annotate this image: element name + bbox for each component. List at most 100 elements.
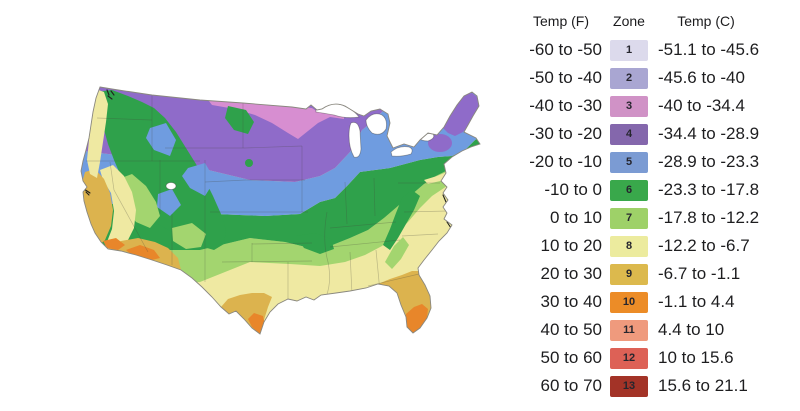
us-outline	[80, 86, 481, 335]
legend-row: -60 to -50 1 -51.1 to -45.6	[520, 36, 759, 64]
adirondack-purple-patch	[428, 134, 452, 152]
legend-row: -40 to -30 3 -40 to -34.4	[520, 92, 759, 120]
zone-swatch: 13	[610, 375, 648, 397]
zone-swatch: 3	[610, 95, 648, 117]
zone-number: 12	[622, 351, 636, 364]
nw-coast-yellow	[87, 88, 108, 178]
zone-swatch: 8	[610, 235, 648, 257]
zone-swatch: 10	[610, 291, 648, 313]
sfl-orange	[406, 304, 428, 333]
temp-c-range: 4.4 to 10	[658, 320, 725, 339]
zone-swatch: 1	[610, 39, 648, 61]
zone-number: 6	[625, 183, 633, 196]
rockies-blue-1	[146, 123, 176, 156]
temp-c-range: -34.4 to -28.9	[658, 124, 760, 143]
legend-row: -50 to -40 2 -45.6 to -40	[520, 64, 759, 92]
zone-swatch: 7	[610, 207, 648, 229]
legend-row: 20 to 30 9 -6.7 to -1.1	[520, 260, 759, 288]
zone-number: 8	[625, 239, 633, 252]
ca-yellow-ring	[100, 165, 136, 252]
temp-c-range: -45.6 to -40	[658, 68, 745, 87]
temp-c-range: -6.7 to -1.1	[658, 264, 741, 283]
lake-huron	[365, 113, 387, 135]
ca-gold	[81, 169, 113, 247]
maine-purple-patch	[443, 93, 479, 136]
state-borders	[86, 95, 449, 300]
temp-c-range: -40 to -34.4	[658, 96, 745, 115]
header-temp-f: Temp (F)	[533, 13, 589, 29]
zone-number: 4	[625, 127, 633, 140]
legend-row: 10 to 20 8 -12.2 to -6.7	[520, 232, 759, 260]
legend-row: -10 to 0 6 -23.3 to -17.8	[520, 176, 759, 204]
temp-f-range: 0 to 10	[550, 208, 602, 227]
zone-number: 7	[625, 211, 633, 224]
temp-c-range: -1.1 to 4.4	[658, 292, 735, 311]
zone3-strip	[205, 96, 344, 139]
temp-c-range: -23.3 to -17.8	[658, 180, 760, 199]
temp-f-range: -50 to -40	[529, 68, 602, 87]
zone-number: 1	[625, 43, 633, 56]
rockies-blue-2	[182, 163, 215, 196]
zone-swatch: 5	[610, 151, 648, 173]
zone-number: 11	[623, 323, 635, 336]
ozark-green-dip	[296, 233, 334, 254]
legend-row: -30 to -20 4 -34.4 to -28.9	[520, 120, 759, 148]
montana-green-blob	[225, 106, 254, 134]
temp-f-range: -40 to -30	[529, 96, 602, 115]
zone-swatch: 12	[610, 347, 648, 369]
rockies-blue-3	[157, 189, 181, 216]
zone-number: 2	[625, 71, 633, 84]
az-orange	[126, 245, 160, 261]
temp-f-range: -30 to -20	[529, 124, 602, 143]
zone7-band	[81, 148, 480, 285]
zone-number: 3	[625, 99, 633, 112]
legend-row: 30 to 40 10 -1.1 to 4.4	[520, 288, 759, 316]
us-hardiness-zone-map	[80, 86, 481, 335]
temp-f-range: 30 to 40	[540, 292, 602, 311]
legend-row: 50 to 60 12 10 to 15.6	[520, 344, 759, 372]
temp-c-range: -28.9 to -23.3	[658, 152, 760, 171]
temp-f-range: 50 to 60	[540, 348, 602, 367]
zone-number: 13	[622, 379, 636, 392]
zone-swatch: 4	[610, 123, 648, 145]
legend-header: Temp (F) Zone Temp (C)	[520, 6, 759, 36]
legend: Temp (F) Zone Temp (C) -60 to -50 1 -51.…	[520, 6, 759, 400]
temp-c-range: 15.6 to 21.1	[658, 376, 748, 395]
legend-row: 60 to 70 13 15.6 to 21.1	[520, 372, 759, 400]
socal-orange	[103, 238, 125, 250]
temp-c-range: 10 to 15.6	[658, 348, 734, 367]
zone-number: 9	[625, 267, 633, 280]
zone-swatch: 9	[610, 263, 648, 285]
temp-c-range: -51.1 to -45.6	[658, 40, 760, 59]
appalachian-green-tongue	[383, 190, 420, 250]
great-salt-lake	[165, 182, 177, 190]
legend-row: 0 to 10 7 -17.8 to -12.2	[520, 204, 759, 232]
basin-ltgreen-2	[172, 223, 206, 249]
temp-f-range: -60 to -50	[529, 40, 602, 59]
temp-f-range: 10 to 20	[540, 236, 602, 255]
temp-f-range: -10 to 0	[544, 180, 602, 199]
west-green-mass	[96, 90, 226, 250]
zone-swatch: 11	[610, 319, 648, 341]
temp-f-range: 60 to 70	[540, 376, 602, 395]
map-svg	[80, 86, 481, 335]
legend-row: 40 to 50 11 4.4 to 10	[520, 316, 759, 344]
zone-swatch: 6	[610, 179, 648, 201]
temp-f-range: 40 to 50	[540, 320, 602, 339]
black-hills-green	[245, 159, 253, 167]
zone-number: 5	[625, 155, 633, 168]
header-temp-c: Temp (C)	[677, 13, 735, 29]
temp-c-range: -17.8 to -12.2	[658, 208, 760, 227]
great-lakes	[165, 102, 435, 190]
lake-erie	[390, 146, 413, 157]
legend-row: -20 to -10 5 -28.9 to -23.3	[520, 148, 759, 176]
header-zone: Zone	[613, 13, 645, 29]
tx-tip-orange	[248, 313, 265, 334]
temp-c-range: -12.2 to -6.7	[658, 236, 750, 255]
temp-f-range: 20 to 30	[540, 264, 602, 283]
temp-f-range: -20 to -10	[529, 152, 602, 171]
zone-swatch: 2	[610, 67, 648, 89]
lake-michigan	[348, 121, 362, 158]
zone-number: 10	[622, 295, 636, 308]
appalachian-ltgreen-tongue	[385, 237, 409, 269]
